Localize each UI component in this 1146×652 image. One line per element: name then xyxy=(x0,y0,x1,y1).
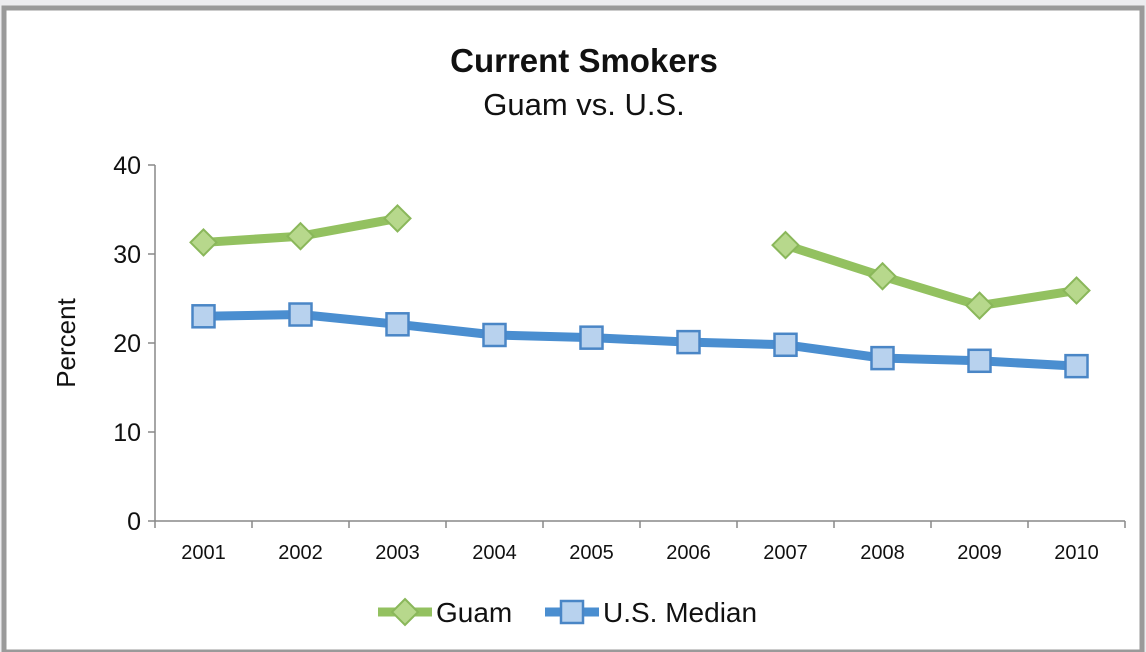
data-point xyxy=(676,329,701,355)
legend: Guam U.S. Median xyxy=(378,597,757,628)
data-point xyxy=(579,325,604,350)
data-point xyxy=(1064,353,1089,379)
data-point xyxy=(771,230,800,260)
data-point xyxy=(385,312,410,337)
series-layer xyxy=(189,203,1091,379)
data-point xyxy=(189,228,218,257)
y-axis-label: Percent xyxy=(51,297,81,387)
series-guam xyxy=(189,203,1091,321)
chart-title: Current Smokers xyxy=(450,42,718,79)
y-tick-label: 0 xyxy=(127,508,141,536)
series-line xyxy=(781,240,1081,311)
x-tick-label: 2002 xyxy=(278,542,323,564)
legend-label: Guam xyxy=(436,597,512,628)
x-tick-label: 2007 xyxy=(763,542,808,564)
data-point xyxy=(191,304,216,329)
legend-label: U.S. Median xyxy=(603,597,757,628)
x-tick-label: 2001 xyxy=(181,542,226,564)
data-point xyxy=(288,302,313,327)
series-line xyxy=(199,310,1081,371)
x-tick-label: 2003 xyxy=(375,542,420,564)
y-tick-label: 10 xyxy=(113,419,141,447)
data-point xyxy=(1062,276,1091,305)
legend-item: U.S. Median xyxy=(545,597,757,628)
x-tick-label: 2005 xyxy=(569,542,614,564)
y-tick-label: 30 xyxy=(113,241,141,269)
legend-item: Guam xyxy=(378,597,512,628)
y-tick-label: 20 xyxy=(113,330,141,358)
data-point xyxy=(482,322,507,348)
chart-area-border xyxy=(1,5,1145,652)
x-tick-label: 2008 xyxy=(860,542,905,564)
data-point xyxy=(967,348,992,374)
x-tick-label: 2009 xyxy=(957,542,1002,564)
data-point xyxy=(965,291,994,321)
x-tick-label: 2006 xyxy=(666,542,711,564)
chart-subtitle: Guam vs. U.S. xyxy=(483,87,685,122)
series-u-s-median xyxy=(191,302,1089,379)
data-point xyxy=(868,261,897,291)
y-tick-label: 40 xyxy=(113,152,141,180)
x-tick-label: 2010 xyxy=(1054,542,1099,564)
data-point xyxy=(870,345,895,371)
axes: 0 10 20 30 40 2001 2002 2003 2004 2005 2006 2007 200… xyxy=(113,152,1126,564)
legend-swatch-marker xyxy=(390,597,420,627)
data-point xyxy=(286,221,315,251)
legend-swatch-marker xyxy=(559,599,585,625)
data-point xyxy=(383,203,412,233)
data-point xyxy=(773,332,798,358)
x-tick-label: 2004 xyxy=(472,542,517,564)
